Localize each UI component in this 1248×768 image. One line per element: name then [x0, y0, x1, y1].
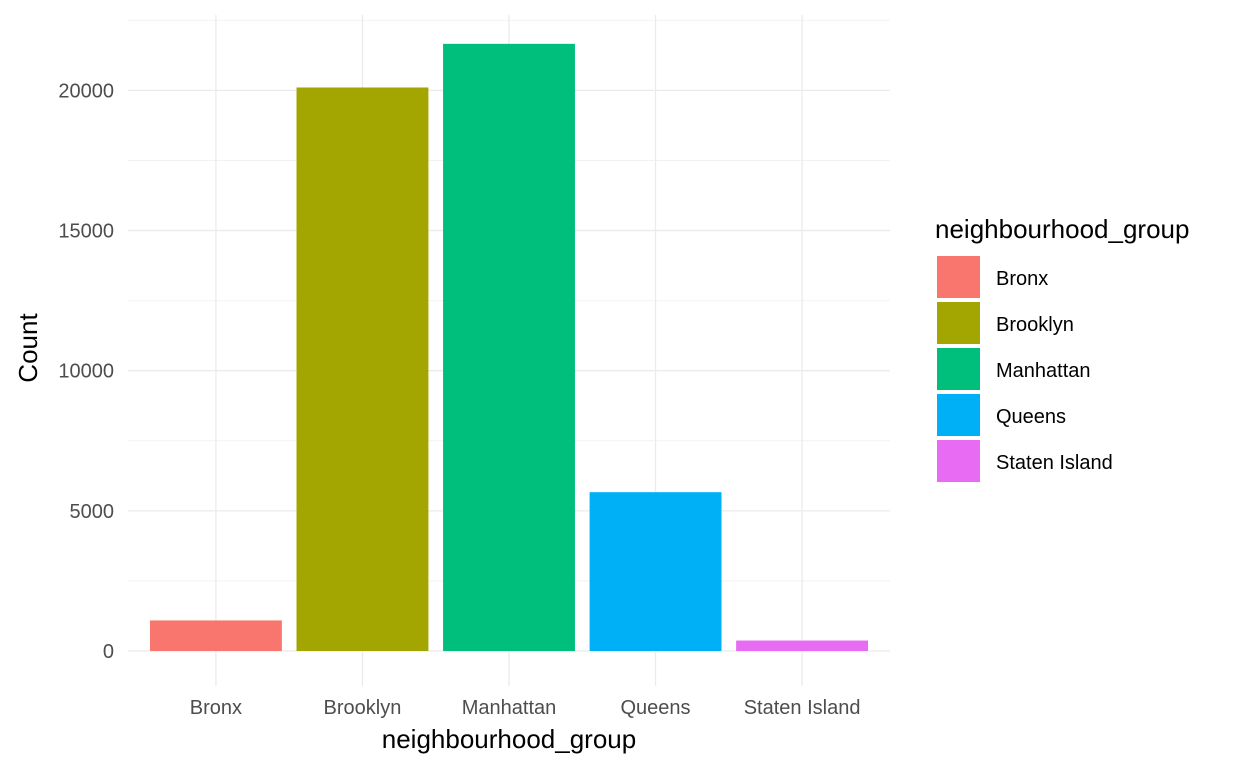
bar-queens — [589, 492, 722, 651]
x-axis-title: neighbourhood_group — [382, 724, 636, 754]
legend-items: Bronx Brooklyn Manhattan Queens Staten Islan… — [937, 256, 1113, 482]
y-tick-label: 10000 — [58, 361, 114, 383]
legend-swatch — [937, 394, 980, 436]
bar-bronx — [149, 620, 282, 651]
x-tick-label: Queens — [621, 697, 691, 719]
legend-label: Staten Island — [996, 452, 1113, 474]
y-tick-label: 20000 — [58, 80, 114, 102]
bars — [149, 43, 869, 652]
legend-swatch — [937, 440, 980, 482]
x-tick-label: Bronx — [190, 697, 242, 719]
legend-label: Brooklyn — [996, 314, 1074, 336]
y-tick-label: 5000 — [70, 501, 115, 523]
x-tick-labels: Bronx Brooklyn Manhattan Queens Staten Islan… — [190, 697, 861, 719]
legend-swatch — [937, 302, 980, 344]
y-tick-labels: 0 5000 10000 15000 20000 — [58, 80, 114, 663]
legend-swatch — [937, 348, 980, 390]
x-tick-label: Brooklyn — [324, 697, 402, 719]
legend-label: Bronx — [996, 268, 1048, 290]
y-tick-label: 15000 — [58, 221, 114, 243]
x-tick-label: Manhattan — [462, 697, 557, 719]
legend-label: Queens — [996, 406, 1066, 428]
bar-staten-island — [736, 640, 869, 651]
y-axis-title: Count — [13, 313, 43, 383]
legend-label: Manhattan — [996, 360, 1091, 382]
legend: neighbourhood_group Bronx Brooklyn Manhatt… — [935, 214, 1189, 482]
x-tick-label: Staten Island — [744, 697, 861, 719]
legend-swatch — [937, 256, 980, 298]
bar-manhattan — [443, 43, 575, 652]
bar-brooklyn — [296, 87, 429, 652]
y-tick-label: 0 — [103, 641, 114, 663]
legend-title: neighbourhood_group — [935, 214, 1189, 244]
